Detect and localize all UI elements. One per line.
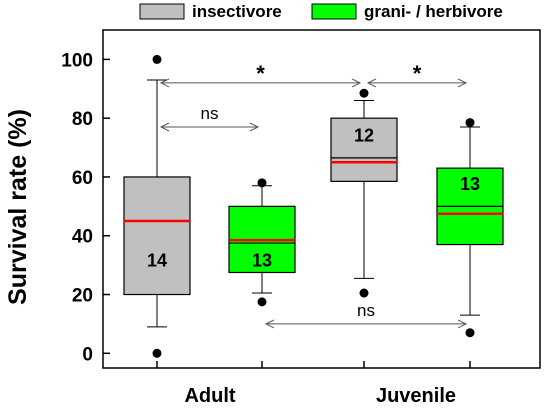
box-body [123, 176, 191, 296]
significance-label: ns [201, 104, 219, 123]
outlier-point [152, 348, 162, 358]
box-1: 13 [228, 178, 296, 307]
box-0: 14 [123, 54, 191, 358]
sample-size-label: 14 [147, 250, 167, 270]
x-category-label: Adult [184, 385, 235, 407]
outlier-point [152, 54, 162, 64]
significance-annotation-2: ns [159, 104, 260, 132]
outlier-point [465, 328, 475, 338]
significance-annotation-3: ns [264, 301, 468, 329]
sample-size-label: 12 [354, 125, 374, 145]
plot-area: 14 13 12 13 * * ns ns [123, 54, 504, 358]
outlier-point [465, 118, 475, 128]
y-axis-title: Survival rate (%) [4, 109, 32, 305]
box-body [330, 117, 398, 182]
arrow-head-left [159, 78, 170, 88]
legend-item-1: grani- / herbivore [311, 2, 503, 21]
x-category-label: Juvenile [376, 385, 456, 407]
significance-annotation-0: * [159, 61, 362, 88]
outlier-point [359, 288, 369, 298]
arrow-head-right [457, 78, 468, 88]
significance-annotation-1: * [366, 61, 468, 88]
legend-label: insectivore [192, 2, 282, 21]
legend: insectivore grani- / herbivore [139, 2, 503, 21]
arrow-head-right [457, 319, 468, 329]
legend-label: grani- / herbivore [364, 2, 503, 21]
plot-frame [102, 29, 541, 369]
y-tick-label: 100 [61, 50, 93, 71]
significance-label: ns [357, 301, 375, 320]
arrow-head-right [351, 78, 362, 88]
legend-swatch [139, 3, 185, 20]
outlier-point [359, 88, 369, 98]
axes: 0 20 40 60 80 100 Adult Juvenile [61, 29, 541, 407]
y-tick-label: 60 [72, 168, 93, 189]
y-tick-label: 20 [72, 286, 93, 307]
arrow-head-right [249, 122, 260, 132]
significance-label: * [256, 61, 265, 86]
sample-size-label: 13 [460, 174, 480, 194]
box-2: 12 [330, 88, 398, 298]
outlier-point [257, 178, 267, 188]
box-3: 13 [436, 118, 504, 338]
outlier-point [257, 297, 267, 307]
legend-swatch [311, 3, 357, 20]
y-tick-label: 80 [72, 109, 93, 130]
y-tick-label: 0 [82, 344, 93, 365]
y-tick-label: 40 [72, 227, 93, 248]
legend-item-0: insectivore [139, 2, 282, 21]
arrow-head-left [366, 78, 377, 88]
significance-label: * [413, 61, 422, 86]
arrow-head-left [159, 122, 170, 132]
arrow-head-left [264, 319, 275, 329]
sample-size-label: 13 [252, 250, 272, 270]
